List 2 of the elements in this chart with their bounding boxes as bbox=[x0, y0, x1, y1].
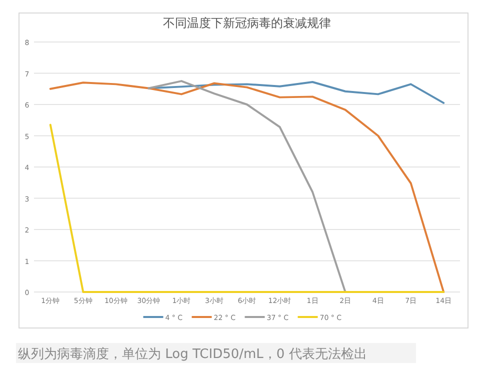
text: 纵列为病毒滴度，单位为 Log TCID50/mL，0 代表无法检出 bbox=[18, 346, 367, 362]
chart-title: 不同温度下新冠病毒的衰减规律 bbox=[163, 16, 331, 30]
